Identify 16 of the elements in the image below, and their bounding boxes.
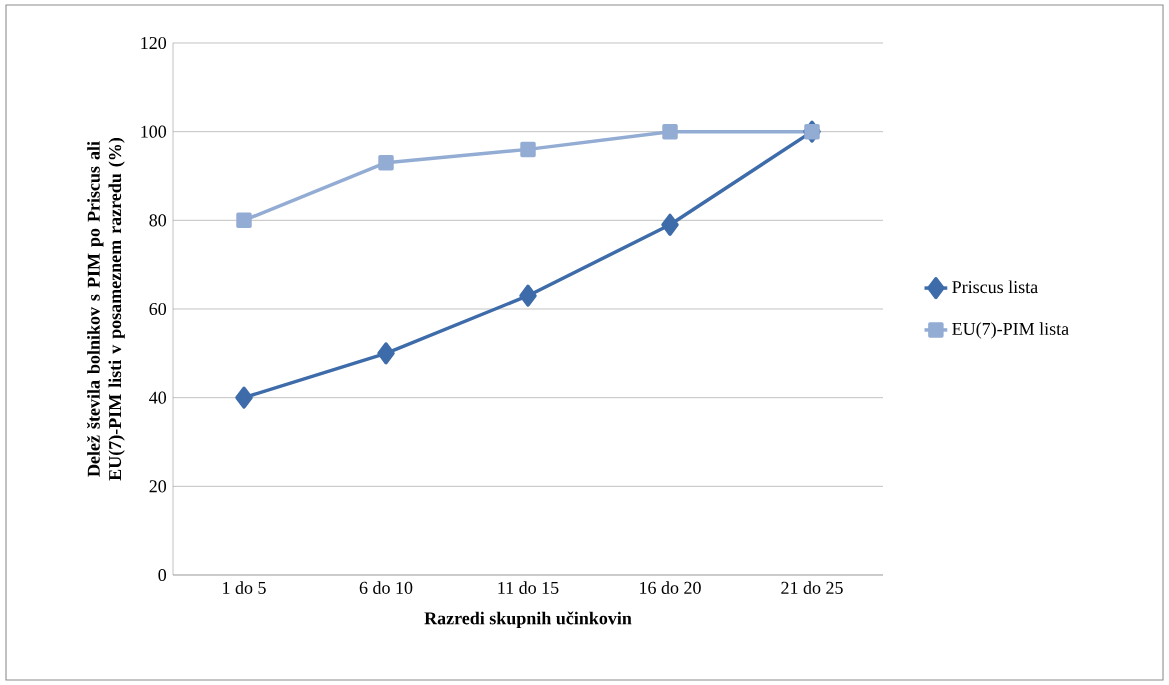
y-tick-label: 60 (149, 302, 167, 316)
legend-label: Priscus lista (952, 280, 1038, 294)
y-tick-label: 120 (141, 36, 167, 50)
x-tick-label: 16 do 20 (640, 581, 701, 594)
x-tick-label: 21 do 25 (781, 581, 843, 594)
x-axis-title: Razredi skupnih učinkovin (424, 611, 632, 629)
y-tick-label: 100 (141, 125, 167, 138)
y-tick-label: 0 (158, 568, 167, 582)
y-tick-label: 20 (149, 480, 167, 493)
legend-label: EU(7)-PIM lista (952, 322, 1069, 339)
y-tick-label: 40 (149, 391, 167, 404)
x-tick-label: 11 do 15 (498, 581, 559, 594)
y-axis-title: Delež števila bolnikov s PIM po Priscus ali EU(7)-PIM listi v posameznem razredu (%) (86, 137, 125, 481)
x-tick-label: 6 do 10 (359, 581, 413, 594)
x-tick-label: 1 do 5 (223, 581, 266, 594)
y-tick-label: 80 (149, 214, 167, 227)
